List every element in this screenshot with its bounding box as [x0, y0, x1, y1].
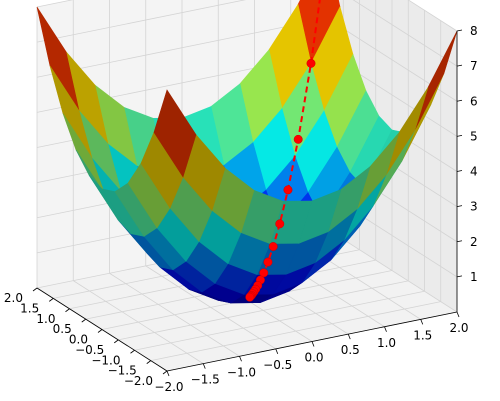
path-point	[275, 219, 285, 229]
y-tick-mark	[456, 311, 460, 318]
x-tick-label: −1.5	[108, 364, 137, 378]
z-tick-label: 8	[470, 24, 478, 38]
grid-line	[352, 0, 458, 67]
z-tick-label: 1	[470, 270, 478, 284]
surface-facet	[153, 89, 197, 178]
z-tick-label: 6	[470, 94, 478, 108]
x-tick-label: 1.0	[36, 312, 55, 326]
y-tick-mark	[347, 333, 351, 340]
y-tick-label: 0.5	[341, 343, 360, 357]
x-tick-mark	[114, 339, 119, 344]
x-tick-label: 2.0	[4, 291, 23, 305]
grid-line	[36, 0, 247, 43]
y-tick-label: 1.5	[413, 328, 432, 342]
x-tick-label: −1.0	[91, 353, 120, 367]
y-tick-label: 1.0	[377, 336, 396, 350]
y-tick-label: 0.0	[304, 351, 323, 365]
y-tick-label: −2.0	[154, 380, 183, 394]
z-tick-label: 2	[470, 235, 478, 249]
grid-line	[109, 272, 240, 357]
y-tick-mark	[275, 348, 279, 355]
y-tick-label: −0.5	[263, 358, 292, 372]
x-tick-mark	[49, 298, 54, 302]
grid-line	[407, 0, 458, 32]
x-tick-label: 0.0	[69, 333, 88, 347]
tick-labels: −2.0−1.5−1.0−0.50.00.51.01.52.0−2.0−1.5−…	[4, 24, 478, 394]
y-tick-label: −1.5	[191, 373, 220, 387]
grid-line	[326, 228, 458, 313]
path-point	[306, 58, 316, 68]
y-tick-mark	[202, 363, 206, 369]
x-tick-mark	[97, 329, 103, 333]
z-tick-mark	[456, 240, 463, 243]
y-tick-mark	[239, 356, 242, 362]
z-tick-mark	[456, 205, 463, 208]
y-tick-label: 2.0	[449, 321, 468, 335]
grid-line	[145, 265, 276, 350]
descent-path	[245, 0, 321, 302]
path-point	[268, 242, 278, 251]
z-tick-label: 7	[470, 59, 478, 73]
path-point	[245, 292, 255, 302]
z-tick-label: 3	[470, 200, 478, 214]
z-tick-mark	[456, 275, 463, 278]
y-tick-mark	[166, 370, 170, 377]
x-tick-label: −2.0	[124, 374, 153, 388]
grid-line	[73, 280, 204, 364]
z-tick-label: 5	[470, 129, 478, 143]
axis-lines	[32, 29, 463, 377]
x-tick-label: −0.5	[75, 343, 104, 357]
z-tick-mark	[456, 64, 463, 67]
x-tick-mark	[81, 318, 86, 323]
y-tick-mark	[384, 326, 387, 332]
x-tick-mark	[65, 308, 70, 313]
grid-line	[36, 17, 328, 78]
z-tick-label: 4	[470, 165, 478, 179]
x-tick-mark	[130, 349, 135, 354]
x-tick-label: 0.5	[53, 322, 72, 336]
z-tick-mark	[456, 99, 463, 102]
x-tick-label: 1.5	[20, 301, 39, 315]
path-point	[283, 185, 293, 195]
x-tick-mark	[162, 370, 168, 375]
z-tick-mark	[456, 29, 463, 32]
y-tick-mark	[311, 341, 315, 347]
z-tick-mark	[456, 170, 463, 172]
path-point	[293, 134, 303, 144]
z-tick-mark	[456, 134, 463, 137]
y-tick-mark	[420, 319, 424, 325]
path-point	[263, 257, 273, 267]
x-tick-mark	[32, 287, 38, 292]
y-tick-label: −1.0	[227, 365, 256, 379]
surface-plot	[36, 0, 458, 304]
x-tick-mark	[146, 360, 151, 364]
